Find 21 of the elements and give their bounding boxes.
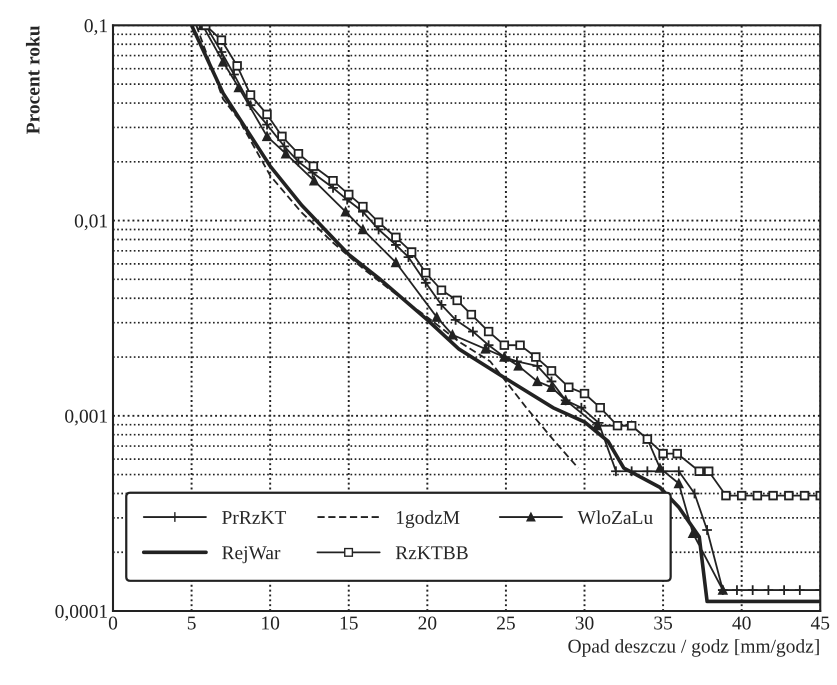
x-tick-label: 30 <box>576 616 594 630</box>
x-tick-label: 5 <box>188 616 196 630</box>
y-axis-title: Procent roku <box>26 26 40 134</box>
x-axis-title: Opad deszczu / godz [mm/godz] <box>568 639 819 657</box>
legend-label: RejWar <box>222 546 280 564</box>
legend-label: 1godzM <box>396 510 460 528</box>
x-tick-label: 15 <box>340 616 358 630</box>
legend-label: RzKTBB <box>396 546 468 560</box>
x-tick-label: 35 <box>654 616 672 630</box>
legend-label: PrRzKT <box>222 511 286 524</box>
x-tick-label: 25 <box>497 616 515 630</box>
x-tick-label: 0 <box>108 616 118 630</box>
y-tick-label: 0,001 <box>65 410 107 426</box>
x-tick-label: 20 <box>418 616 436 630</box>
x-tick-label: 40 <box>732 616 751 630</box>
y-tick-label: 0,1 <box>84 19 107 36</box>
legend-label: WloZaLu <box>578 510 653 524</box>
x-tick-label: 45 <box>810 616 830 630</box>
y-tick-label: 0,01 <box>74 214 107 230</box>
y-tick-label: 0,0001 <box>55 604 107 621</box>
x-tick-label: 10 <box>262 616 280 630</box>
